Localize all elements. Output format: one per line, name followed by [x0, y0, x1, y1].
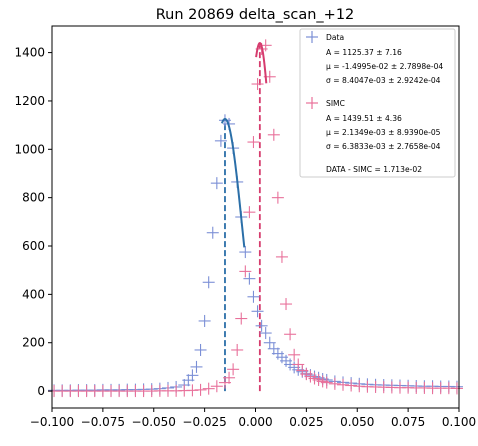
legend-simc-amplitude: A = 1439.51 ± 4.36: [326, 114, 402, 123]
point-simc: [345, 379, 358, 392]
point-simc: [210, 380, 223, 393]
legend-data-sigma: σ = 8.4047e-03 ± 2.9242e-04: [326, 76, 441, 85]
point-simc: [292, 358, 305, 371]
point-data: [198, 314, 211, 327]
point-simc: [267, 128, 280, 141]
point-data: [239, 246, 252, 259]
legend-simc-sigma: σ = 6.3833e-03 ± 2.7658e-04: [326, 142, 441, 151]
point-data: [206, 226, 219, 239]
point-simc: [271, 191, 284, 204]
x-tick-label: 0.100: [442, 415, 476, 429]
legend-data-label: Data: [326, 33, 344, 42]
point-simc: [320, 376, 333, 389]
point-simc: [231, 343, 244, 356]
point-simc: [337, 378, 350, 391]
legend-simc-mean: μ = 2.1349e-03 ± 8.9390e-05: [326, 128, 441, 137]
y-tick-label: 600: [22, 239, 45, 253]
point-simc: [202, 382, 215, 395]
point-simc: [328, 377, 341, 390]
y-tick-label: 800: [22, 191, 45, 205]
legend: Data A = 1125.37 ± 7.16 μ = -1.4995e-02 …: [299, 28, 456, 178]
legend-simc-label: SIMC: [326, 99, 345, 108]
series-simc: [48, 39, 463, 398]
y-tick-label: 0: [37, 384, 45, 398]
point-simc: [194, 383, 207, 396]
x-tick-label: 0.050: [340, 415, 374, 429]
point-data: [194, 343, 207, 356]
legend-data-mean: μ = -1.4995e-02 ± 2.7898e-04: [326, 62, 443, 71]
point-simc: [280, 298, 293, 311]
point-simc: [288, 348, 301, 361]
y-tick-label: 400: [22, 287, 45, 301]
point-simc: [251, 78, 264, 91]
x-tick-label: −0.100: [30, 415, 74, 429]
legend-box: [299, 28, 456, 178]
fit-curve-1: [255, 42, 268, 84]
x-tick-label: 0.000: [238, 415, 272, 429]
point-simc: [450, 382, 463, 395]
axis-layer: −0.100 −0.075 −0.050 −0.025 0.000 0.025 0.050 0…: [14, 46, 476, 429]
point-data: [243, 272, 256, 285]
point-simc: [243, 206, 256, 219]
point-data: [263, 336, 276, 349]
point-data: [186, 369, 199, 382]
y-tick-label: 1200: [14, 94, 45, 108]
x-tick-label: 0.025: [289, 415, 323, 429]
legend-difference: DATA - SIMC = 1.713e-02: [326, 165, 422, 174]
point-data: [202, 276, 215, 289]
point-data: [247, 290, 260, 303]
point-simc: [227, 363, 240, 376]
x-tick-label: −0.025: [182, 415, 226, 429]
point-simc: [284, 328, 297, 341]
point-simc: [247, 136, 260, 149]
point-simc: [275, 250, 288, 263]
y-tick-label: 1000: [14, 142, 45, 156]
legend-simc-marker: [306, 97, 318, 109]
legend-data-marker: [306, 31, 318, 43]
point-simc: [239, 265, 252, 278]
point-simc: [235, 312, 248, 325]
legend-data-amplitude: A = 1125.37 ± 7.16: [326, 48, 402, 57]
fit-curve-0: [220, 118, 246, 248]
point-simc: [223, 371, 236, 384]
point-data: [255, 319, 268, 332]
chart-title: Run 20869 delta_scan_+12: [156, 7, 355, 23]
point-data: [251, 305, 264, 318]
x-tick-label: −0.075: [81, 415, 125, 429]
x-tick-label: 0.075: [391, 415, 425, 429]
data-layer: [48, 39, 463, 398]
point-data: [259, 327, 272, 340]
y-tick-label: 200: [22, 336, 45, 350]
point-data: [190, 360, 203, 373]
point-data: [214, 134, 227, 147]
point-data: [210, 177, 223, 190]
y-tick-label: 1400: [14, 46, 45, 60]
x-tick-label: −0.050: [132, 415, 176, 429]
